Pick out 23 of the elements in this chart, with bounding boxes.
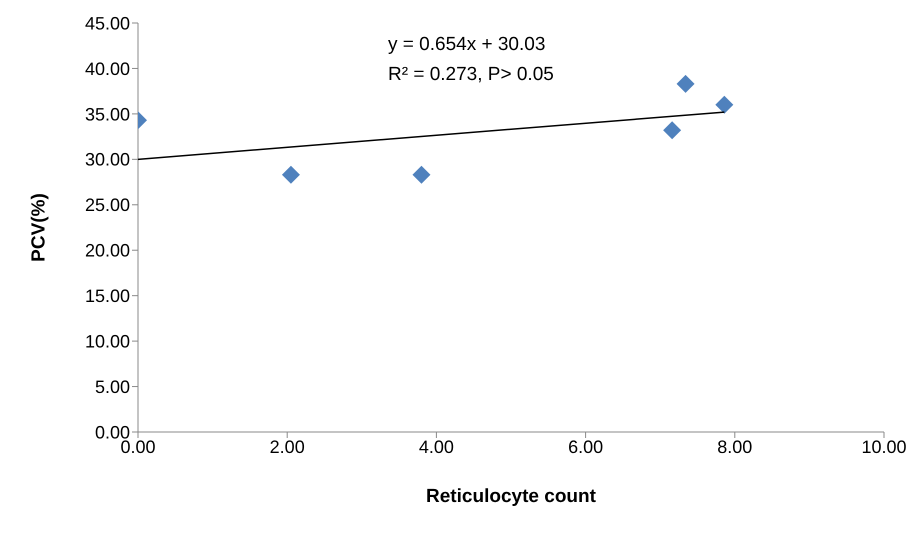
y-tick-label: 5.00: [94, 376, 130, 397]
y-axis-title: PCV(%): [28, 193, 50, 262]
y-tick-label: 40.00: [84, 58, 130, 79]
x-tick-label: 4.00: [418, 436, 454, 457]
annotation: R² = 0.273, P> 0.05: [388, 63, 554, 87]
y-tick-label: 45.00: [84, 13, 130, 34]
y-tick-label: 30.00: [84, 150, 130, 170]
x-tick-label: 6.00: [568, 436, 604, 457]
point: [663, 121, 682, 140]
point: [412, 166, 430, 184]
y-tick-label: 20.00: [84, 240, 130, 261]
annotation: y = 0.654x + 30.03: [388, 33, 546, 57]
x-tick-label: 10.00: [861, 436, 907, 457]
y-tick-label: 35.00: [84, 104, 130, 124]
x-axis-title: Reticulocyte count: [426, 486, 597, 507]
point: [282, 166, 300, 184]
y-tick-label: 15.00: [84, 286, 130, 306]
x-tick-label: 2.00: [270, 436, 305, 457]
x-tick-label: 8.00: [717, 436, 752, 457]
y-tick-label: 25.00: [84, 195, 130, 216]
y-tick-label: 10.00: [84, 332, 130, 352]
point: [676, 74, 695, 93]
point: [715, 96, 734, 114]
